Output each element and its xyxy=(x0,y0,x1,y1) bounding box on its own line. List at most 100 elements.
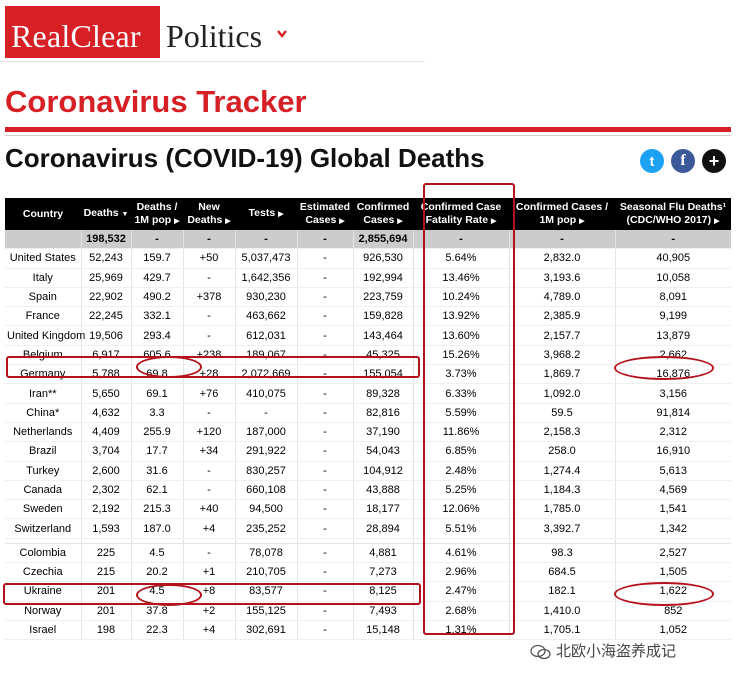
table-row: Norway 201 37.8 +2 155,125-7,493 2.68% 1,410.0… xyxy=(5,601,731,621)
table-cell: - xyxy=(297,441,354,462)
table-cell: 410,075 xyxy=(235,383,298,404)
table-cell: - xyxy=(297,581,354,602)
table-cell: Norway xyxy=(5,601,82,621)
table-cell: 155,125 xyxy=(235,601,298,621)
column-header[interactable]: New Deaths ▶ xyxy=(183,198,235,230)
separator-cell xyxy=(235,538,298,544)
table-cell: +4 xyxy=(183,518,236,539)
table-cell: China* xyxy=(5,403,82,423)
table-cell: 255.9 xyxy=(131,422,184,443)
table-cell: Iran** xyxy=(5,383,82,404)
column-header[interactable]: Confirmed Cases ▶ xyxy=(353,198,413,230)
row-separator xyxy=(5,538,731,544)
column-header-label: 1M pop xyxy=(134,213,172,226)
table-cell: 4.5 xyxy=(131,543,184,564)
table-cell: - xyxy=(297,601,354,621)
table-cell: 52,243 xyxy=(81,248,132,269)
sort-arrow-icon: ▶ xyxy=(714,217,720,225)
table-cell: 4,789.0 xyxy=(509,287,616,308)
table-cell: - xyxy=(297,248,354,269)
table-cell: 2.48% xyxy=(413,461,510,481)
table-cell: 225 xyxy=(81,543,132,564)
table-cell: - xyxy=(183,230,236,250)
table-cell: 1,705.1 xyxy=(509,620,616,641)
table-cell: 1,642,356 xyxy=(235,268,298,288)
table-cell: 1,052 xyxy=(615,620,731,641)
table-cell: Czechia xyxy=(5,562,82,583)
table-cell: - xyxy=(297,499,354,520)
table-cell: 684.5 xyxy=(509,562,616,583)
more-share-button[interactable]: + xyxy=(702,149,726,173)
table-cell: - xyxy=(183,268,236,288)
table-cell: - xyxy=(297,480,354,501)
table-cell: United Kingdom xyxy=(5,325,85,346)
rcp-logo[interactable]: RealClear Politics xyxy=(0,0,425,62)
table-cell: 235,252 xyxy=(235,518,298,539)
table-cell: - xyxy=(297,364,354,385)
table-cell: 3,156 xyxy=(615,383,731,404)
separator-cell xyxy=(5,538,82,544)
table-cell: - xyxy=(297,422,354,443)
table-cell: +120 xyxy=(183,422,236,443)
table-cell: 16,910 xyxy=(615,441,731,462)
table-row: Israel 198 22.3 +4 302,691-15,148 1.31% 1,705.… xyxy=(5,620,731,641)
table-cell: +4 xyxy=(183,620,236,641)
table-cell: - xyxy=(131,230,184,250)
table-cell: 3.3 xyxy=(131,403,184,423)
table-cell: Turkey xyxy=(5,461,82,481)
twitter-icon: t xyxy=(649,153,655,169)
column-header[interactable]: Deaths /1M pop ▶ xyxy=(131,198,183,230)
table-cell: 192,994 xyxy=(353,268,414,288)
table-cell: +2 xyxy=(183,601,236,621)
table-row: United Kingdom 19,506 293.4-612,031-143,46… xyxy=(5,325,731,346)
table-cell: - xyxy=(235,230,298,250)
table-cell: 9,199 xyxy=(615,306,731,327)
table-cell: - xyxy=(297,325,354,346)
table-row: China* 4,632 3.3- - -82,816 5.59% 59.5 91,814 xyxy=(5,403,731,423)
separator-cell xyxy=(81,538,132,544)
column-header-label: Seasonal Flu Deaths¹ xyxy=(619,200,727,213)
plus-icon: + xyxy=(708,151,720,171)
column-header[interactable]: Confirmed Cases /1M pop ▶ xyxy=(509,198,615,230)
twitter-share-button[interactable]: t xyxy=(640,149,664,173)
table-cell: +1 xyxy=(183,562,236,583)
table-cell: 78,078 xyxy=(235,543,298,564)
table-cell: 198,532 xyxy=(81,230,132,250)
fatality-rate-highlight xyxy=(423,183,515,635)
table-row: Colombia 225 4.5-78,078-4,881 4.61% 98.3 2,52… xyxy=(5,543,731,564)
table-cell: 31.6 xyxy=(131,461,184,481)
table-cell: 28,894 xyxy=(353,518,414,539)
table-cell: 40,905 xyxy=(615,248,731,269)
table-row: Czechia 215 20.2 +1 210,705-7,273 2.96% 684.5 1… xyxy=(5,562,731,583)
sort-arrow-icon: ▼ xyxy=(121,211,129,218)
sort-arrow-icon: ▶ xyxy=(490,217,497,225)
table-cell: Sweden xyxy=(5,499,82,520)
separator-cell xyxy=(353,538,414,544)
table-cell: 1,184.3 xyxy=(509,480,616,501)
column-header[interactable]: Seasonal Flu Deaths¹ (CDC/WHO 2017) ▶ xyxy=(615,198,731,230)
table-cell: - xyxy=(413,230,510,250)
table-cell: 8,125 xyxy=(353,581,414,602)
table-cell: 3,704 xyxy=(81,441,132,462)
deaths-table: Country Deaths ▼ Deaths /1M pop ▶ New Deaths… xyxy=(5,198,731,641)
column-header[interactable]: Deaths ▼ xyxy=(81,198,131,230)
norway-flu-deaths-circle xyxy=(614,582,714,606)
table-cell: 660,108 xyxy=(235,480,298,501)
chevron-down-icon[interactable] xyxy=(276,28,288,40)
table-cell: +34 xyxy=(183,441,236,462)
logo-divider xyxy=(0,61,425,62)
table-cell: 8,091 xyxy=(615,287,731,308)
table-cell: 6.85% xyxy=(413,441,510,462)
column-header[interactable]: Confirmed Case Fatality Rate ▶ xyxy=(413,198,509,230)
column-header[interactable]: Tests ▶ xyxy=(235,198,297,230)
column-header[interactable]: Estimated Cases ▶ xyxy=(297,198,353,230)
table-cell: 10.24% xyxy=(413,287,510,308)
table-cell: 59.5 xyxy=(509,403,616,423)
column-header-label: Cases xyxy=(305,213,337,226)
separator-cell xyxy=(509,538,616,544)
column-header-label: Tests xyxy=(248,207,276,219)
column-header-label: Deaths xyxy=(187,213,223,226)
facebook-share-button[interactable]: f xyxy=(671,149,695,173)
table-cell: 69.1 xyxy=(131,383,184,404)
table-cell: - xyxy=(183,543,236,564)
